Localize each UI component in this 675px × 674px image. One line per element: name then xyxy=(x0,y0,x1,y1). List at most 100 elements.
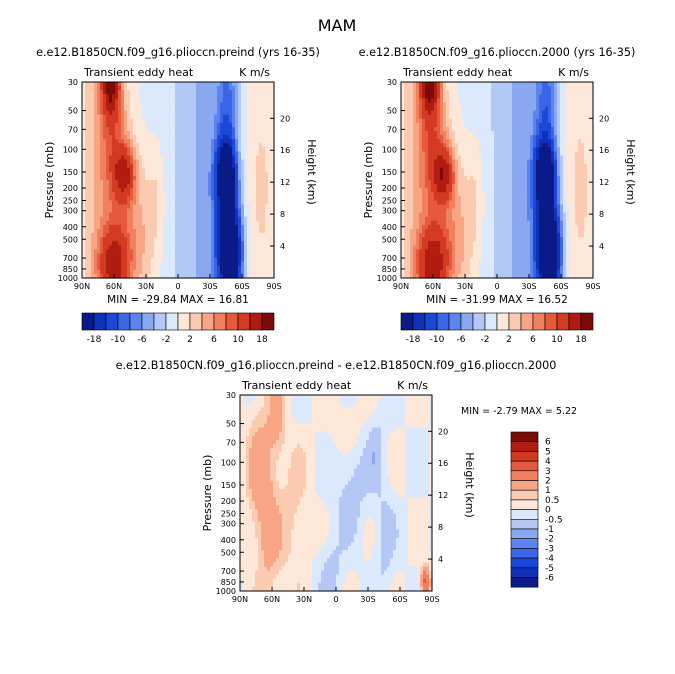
contour-cell xyxy=(145,233,149,238)
contour-cell xyxy=(226,94,230,99)
contour-cell xyxy=(253,118,257,124)
contour-cell xyxy=(232,135,236,140)
contour-cell xyxy=(109,249,113,255)
contour-cell xyxy=(488,180,492,185)
contour-cell xyxy=(449,171,453,177)
contour-cell xyxy=(214,261,218,267)
contour-cell xyxy=(431,147,435,153)
contour-cell xyxy=(106,175,110,181)
contour-cell xyxy=(139,208,143,214)
contour-cell xyxy=(217,131,221,136)
contour-cell xyxy=(100,110,104,116)
contour-cell xyxy=(455,106,459,112)
contour-cell xyxy=(548,118,552,124)
contour-cell xyxy=(262,237,266,242)
contour-cell xyxy=(217,159,221,165)
contour-cell xyxy=(91,151,95,157)
contour-cell xyxy=(584,82,588,87)
contour-cell xyxy=(437,155,441,161)
contour-cell xyxy=(521,102,525,108)
contour-cell xyxy=(530,98,534,104)
contour-cell xyxy=(109,143,113,148)
panel-2000: e.e12.B1850CN.f09_g16.plioccn.2000 (yrs … xyxy=(359,46,637,345)
contour-cell xyxy=(217,273,221,279)
contour-cell xyxy=(172,139,176,144)
contour-cell xyxy=(485,114,489,120)
contour-cell xyxy=(211,82,215,87)
contour-cell xyxy=(509,106,513,112)
contour-cell xyxy=(551,102,555,108)
contour-cell xyxy=(91,261,95,267)
contour-cell xyxy=(190,171,194,177)
contour-cell xyxy=(253,269,257,275)
contour-cell xyxy=(172,216,176,222)
contour-cell xyxy=(530,126,534,132)
contour-cell xyxy=(124,90,128,95)
contour-cell xyxy=(160,237,164,242)
contour-cell xyxy=(121,98,125,104)
contour-cell xyxy=(235,122,239,128)
contour-cell xyxy=(539,163,543,169)
contour-cell xyxy=(491,159,495,165)
contour-cell xyxy=(542,98,546,104)
contour-cell xyxy=(443,143,447,148)
contour-cell xyxy=(413,184,417,189)
contour-cell xyxy=(452,102,456,108)
contour-cell xyxy=(506,90,510,95)
contour-cell xyxy=(527,180,531,185)
contour-cell xyxy=(265,180,269,185)
contour-cell xyxy=(259,200,263,206)
contour-cell xyxy=(554,184,558,189)
contour-cell xyxy=(178,106,182,112)
contour-cell xyxy=(208,229,212,234)
contour-cell xyxy=(410,188,414,193)
contour-cell xyxy=(476,184,480,189)
contour-cell xyxy=(572,167,576,173)
contour-cell xyxy=(172,188,176,193)
contour-cell xyxy=(581,180,585,185)
contour-cell xyxy=(235,110,239,116)
contour-cell xyxy=(485,126,489,132)
contour-cell xyxy=(452,188,456,193)
contour-cell xyxy=(446,114,450,120)
contour-cell xyxy=(271,151,275,157)
contour-cell xyxy=(208,147,212,153)
contour-cell xyxy=(88,155,92,161)
contour-cell xyxy=(214,90,218,95)
contour-cell xyxy=(268,180,272,185)
contour-cell xyxy=(455,94,459,99)
contour-cell xyxy=(458,131,462,136)
contour-cell xyxy=(82,241,86,246)
contour-cell xyxy=(154,131,158,136)
contour-cell xyxy=(88,204,92,210)
contour-cell xyxy=(175,90,179,95)
contour-cell xyxy=(91,249,95,255)
contour-cell xyxy=(479,98,483,104)
contour-cell xyxy=(262,118,266,124)
contour-cell xyxy=(536,184,540,189)
contour-cell xyxy=(524,126,528,132)
contour-cell xyxy=(199,208,203,214)
contour-cell xyxy=(169,253,173,259)
contour-cell xyxy=(238,135,242,140)
contour-cell xyxy=(196,82,200,87)
contour-cell xyxy=(169,212,173,218)
contour-cell xyxy=(208,200,212,206)
contour-cell xyxy=(199,94,203,99)
contour-cell xyxy=(190,216,194,222)
contour-cell xyxy=(250,94,254,99)
contour-cell xyxy=(127,184,131,189)
contour-cell xyxy=(184,98,188,104)
contour-cell xyxy=(133,106,137,112)
contour-cell xyxy=(190,192,194,197)
contour-cell xyxy=(136,167,140,173)
contour-cell xyxy=(404,114,408,120)
contour-cell xyxy=(121,220,125,226)
contour-cell xyxy=(160,122,164,128)
contour-cell xyxy=(410,135,414,140)
contour-cell xyxy=(118,212,122,218)
contour-cell xyxy=(172,253,176,259)
contour-cell xyxy=(584,147,588,153)
contour-cell xyxy=(452,167,456,173)
contour-cell xyxy=(265,110,269,116)
